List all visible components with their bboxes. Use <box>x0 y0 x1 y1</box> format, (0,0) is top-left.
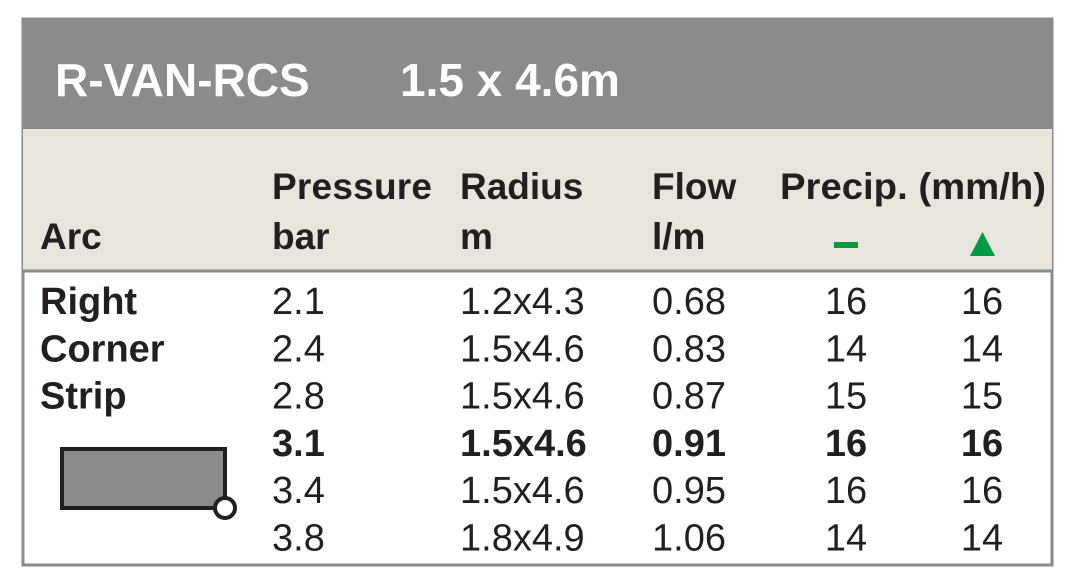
flow-cell: 0.95 <box>652 470 726 512</box>
precip-square-cell: 14 <box>825 518 867 560</box>
precip-square-cell: 15 <box>825 376 867 418</box>
pressure-cell: 3.1 <box>272 423 325 465</box>
triangle-spacing-icon <box>970 232 995 256</box>
col-radius-unit: m <box>460 216 493 257</box>
pressure-cell: 2.8 <box>272 376 325 418</box>
header-row <box>23 129 1052 271</box>
col-flow-unit: l/m <box>652 216 705 257</box>
precip-square-cell: 16 <box>825 470 867 512</box>
flow-cell: 1.06 <box>652 518 726 560</box>
precip-square-cell: 14 <box>825 328 867 370</box>
sprinkler-position <box>213 496 237 520</box>
col-radius: Radius <box>460 166 583 207</box>
radius-cell: 1.8x4.9 <box>460 518 585 560</box>
precip-triangle-cell: 14 <box>961 518 1003 560</box>
arc-label: Corner <box>40 328 165 370</box>
radius-cell: 1.2x4.3 <box>460 281 585 323</box>
radius-cell: 1.5x4.6 <box>460 328 585 370</box>
pressure-cell: 2.1 <box>272 281 325 323</box>
square-spacing-icon <box>834 242 858 248</box>
flow-cell: 0.87 <box>652 376 726 418</box>
col-pressure-unit: bar <box>272 216 330 257</box>
precip-triangle-cell: 16 <box>961 470 1003 512</box>
precip-square-cell: 16 <box>825 423 867 465</box>
col-pressure: Pressure <box>272 166 432 207</box>
precip-triangle-cell: 16 <box>961 423 1003 465</box>
flow-cell: 0.68 <box>652 281 726 323</box>
radius-cell: 1.5x4.6 <box>460 470 585 512</box>
arc-label: Right <box>40 281 137 323</box>
col-precip: Precip. (mm/h) <box>780 166 1046 207</box>
precip-square-cell: 16 <box>825 281 867 323</box>
flow-cell: 0.83 <box>652 328 726 370</box>
radius-cell: 1.5x4.6 <box>460 423 587 465</box>
model-name: R-VAN-RCS <box>55 54 310 106</box>
precip-triangle-cell: 14 <box>961 328 1003 370</box>
col-arc: Arc <box>40 216 102 257</box>
pressure-cell: 3.8 <box>272 518 325 560</box>
model-size: 1.5 x 4.6m <box>400 54 620 106</box>
arc-label: Strip <box>40 376 127 418</box>
strip-pattern-icon <box>60 447 227 510</box>
col-flow: Flow <box>652 166 736 207</box>
table-body: Right Corner Strip 2.1 1.2x4.3 0.68 16 16 2.4 1.5… <box>40 281 1003 560</box>
pressure-cell: 2.4 <box>272 328 325 370</box>
flow-cell: 0.91 <box>652 423 726 465</box>
precip-triangle-cell: 15 <box>961 376 1003 418</box>
radius-cell: 1.5x4.6 <box>460 376 585 418</box>
pressure-cell: 3.4 <box>272 470 325 512</box>
title-bar <box>23 19 1052 129</box>
precip-triangle-cell: 16 <box>961 281 1003 323</box>
